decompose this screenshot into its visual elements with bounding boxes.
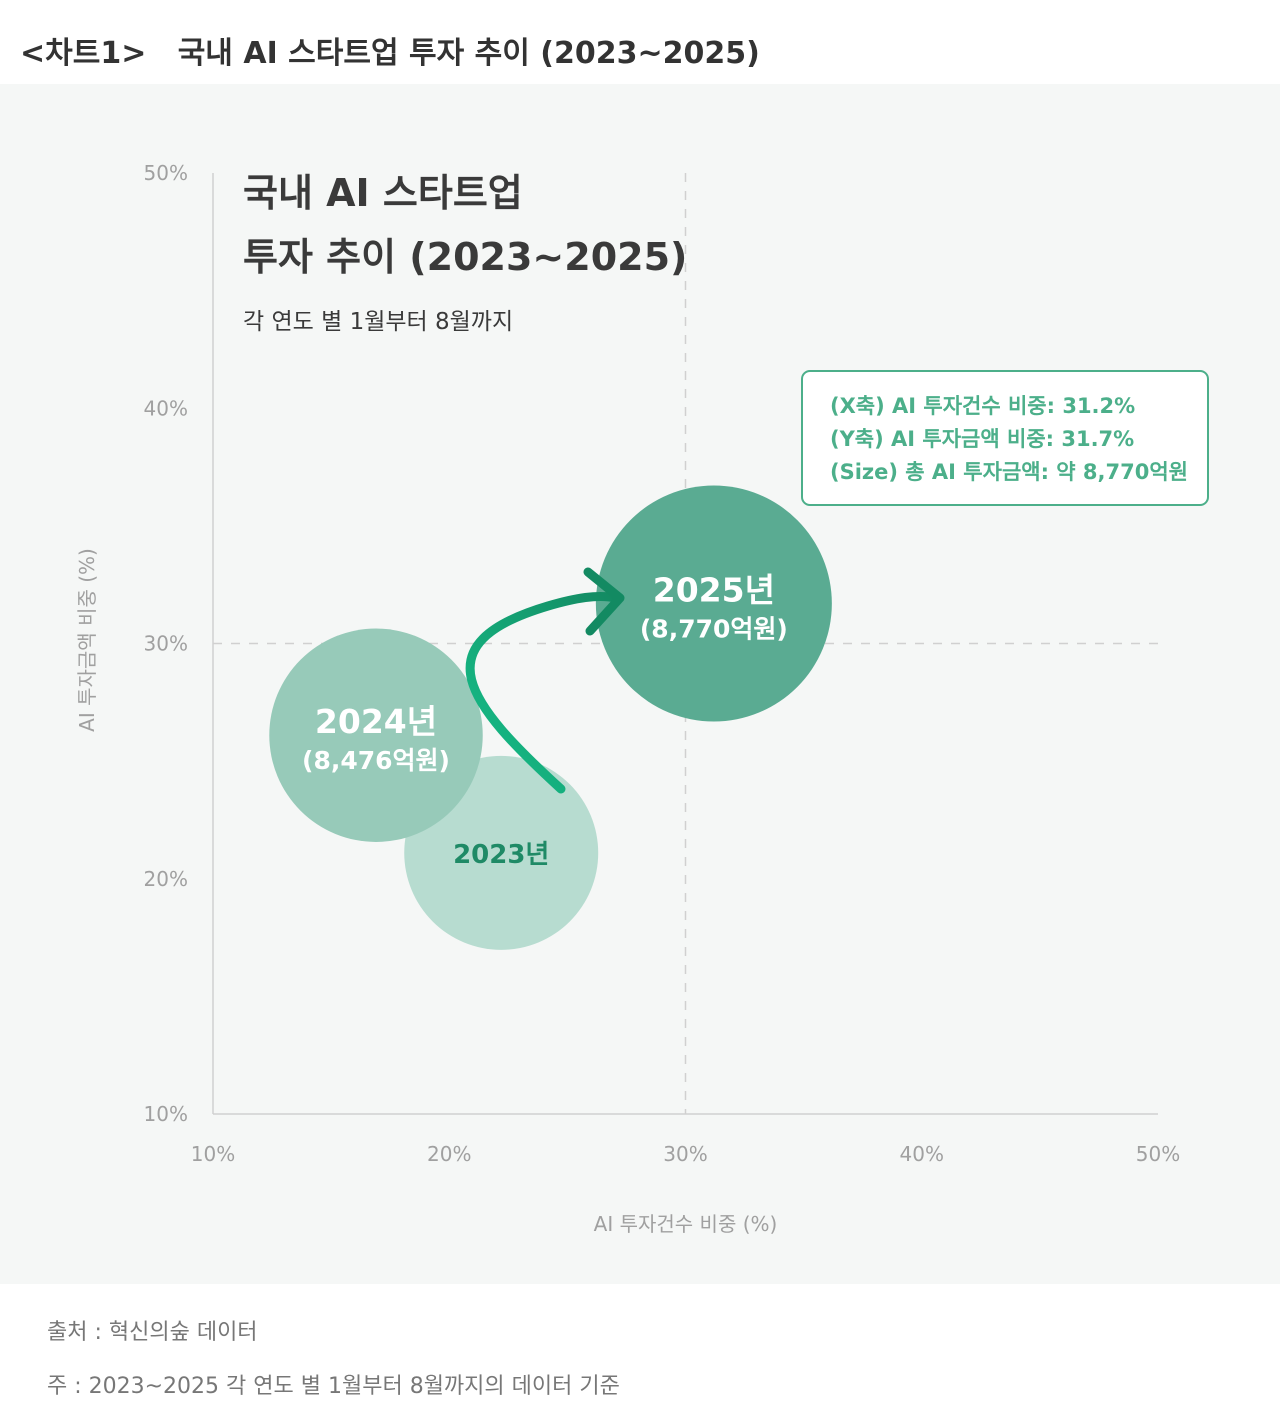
- bubble-2024-amount: (8,476억원): [302, 746, 450, 775]
- x-tick-label: 30%: [663, 1142, 707, 1166]
- y-tick-label: 40%: [144, 396, 188, 420]
- callout-line: (Size) 총 AI 투자금액: 약 8,770억원: [830, 460, 1188, 484]
- bubble-2025-amount: (8,770억원): [640, 615, 788, 644]
- trend-arrow-shaft: [465, 591, 621, 794]
- y-axis-title: AI 투자금액 비중 (%): [75, 548, 99, 732]
- x-tick-label: 20%: [427, 1142, 471, 1166]
- x-axis-title: AI 투자건수 비중 (%): [594, 1212, 778, 1236]
- bubble-2024-label: 2024년: [315, 702, 437, 741]
- chart-title-line2: 투자 추이 (2023~2025): [243, 235, 687, 279]
- x-tick-label: 50%: [1136, 1142, 1180, 1166]
- y-tick-label: 50%: [144, 161, 188, 185]
- callout-line: (Y축) AI 투자금액 비중: 31.7%: [830, 427, 1134, 451]
- callout-box: [801, 370, 1209, 506]
- bubble-2024: [269, 628, 483, 842]
- callout-line: (X축) AI 투자건수 비중: 31.2%: [830, 394, 1135, 418]
- chart-title: 국내 AI 스타트업 투자 추이 (2023~2025): [177, 36, 760, 71]
- chart-subtitle: 각 연도 별 1월부터 8월까지: [243, 309, 513, 335]
- chart-panel: 10% 20% 30% 40% 50% 10% 20% 30% 40% 50% AI 투자건수 비중…: [0, 84, 1280, 1284]
- bubble-2025-label: 2025년: [653, 571, 775, 610]
- chart-tag: <차트1>: [20, 36, 147, 71]
- bubble-2025: [595, 485, 832, 722]
- footer-source: 출처 : 혁신의숲 데이터: [47, 1320, 258, 1345]
- y-tick-label: 20%: [144, 867, 188, 891]
- page-title: <차트1> 국내 AI 스타트업 투자 추이 (2023~2025): [20, 28, 760, 72]
- bubble-2023-label: 2023년: [453, 840, 549, 870]
- bubble-chart: 10% 20% 30% 40% 50% 10% 20% 30% 40% 50% AI 투자건수 비중…: [75, 161, 1209, 1236]
- y-tick-label: 10%: [144, 1102, 188, 1126]
- x-tick-label: 10%: [191, 1142, 235, 1166]
- trend-arrow-head: [583, 567, 625, 636]
- footer-note: 주 : 2023~2025 각 연도 별 1월부터 8월까지의 데이터 기준: [47, 1374, 620, 1399]
- y-tick-label: 30%: [144, 632, 188, 656]
- chart-title-line1: 국내 AI 스타트업: [243, 171, 523, 215]
- x-tick-label: 40%: [900, 1142, 944, 1166]
